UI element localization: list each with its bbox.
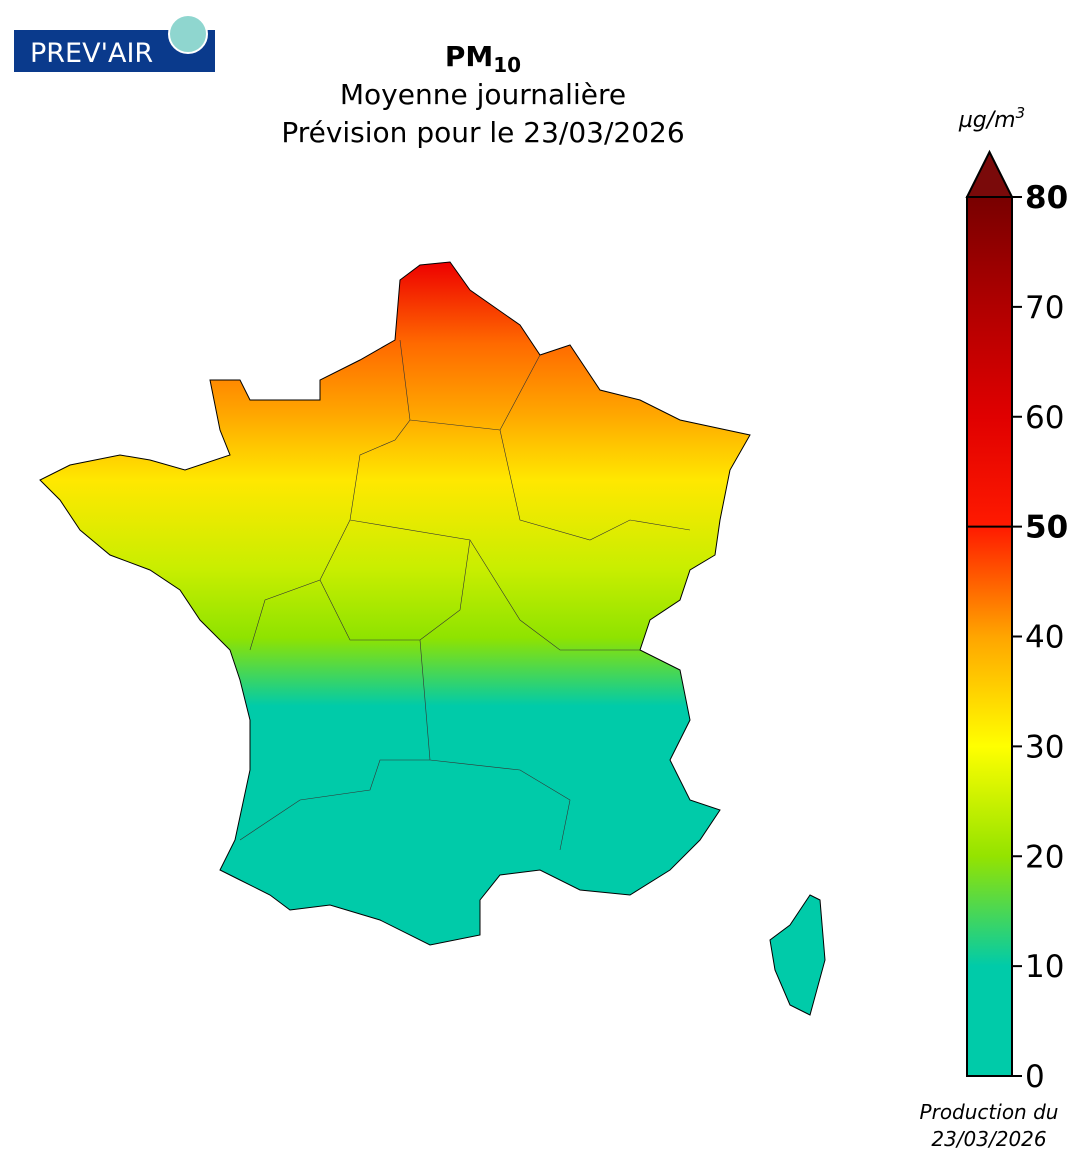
title-base: PM (445, 40, 493, 73)
unit-superscript: 3 (1016, 104, 1026, 122)
tick-label: 70 (1025, 290, 1064, 326)
colorbar-bar (966, 196, 1013, 1077)
tick-label: 80 (1025, 180, 1068, 216)
tick-label: 0 (1025, 1059, 1045, 1095)
production-line: Production du (920, 1100, 1059, 1124)
tick-label: 10 (1025, 949, 1064, 985)
unit-base: µg/m (958, 108, 1016, 133)
colorbar-extend (965, 149, 1014, 198)
corsica (769, 894, 826, 1016)
logo: PREV'AIR (14, 14, 215, 72)
logo-text: PREV'AIR (30, 38, 153, 69)
region-borders (239, 339, 691, 851)
tick-label: 60 (1025, 400, 1064, 436)
france-map (39, 261, 826, 1016)
tick-label: 30 (1025, 729, 1064, 765)
tick-label: 20 (1025, 839, 1064, 875)
title: PM10 (445, 40, 521, 77)
production-line: 23/03/2026 (931, 1127, 1046, 1151)
forecast: Prévision pour le 23/03/2026 (281, 116, 684, 149)
tick-label: 40 (1025, 620, 1064, 656)
mainland (39, 261, 751, 946)
subtitle: Moyenne journalière (340, 78, 626, 111)
colorbar-unit: µg/m3 (958, 104, 1025, 133)
title-subscript: 10 (493, 53, 521, 77)
tick-label: 50 (1025, 510, 1068, 546)
colorbar: 0 10 20 30 40 50 60 70 80 (965, 149, 1068, 1095)
logo-globe (168, 14, 208, 54)
